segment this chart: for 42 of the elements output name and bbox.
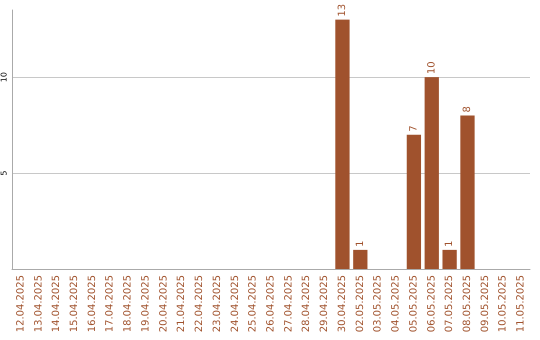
x-tick-label: 21.04.2025 <box>176 275 188 332</box>
x-tick-label: 15.04.2025 <box>69 275 80 332</box>
x-tick-label: 06.05.2025 <box>426 275 438 332</box>
x-tick-label: 23.04.2025 <box>212 275 223 332</box>
x-tick-label: 07.05.2025 <box>444 275 456 332</box>
x-tick-label: 09.05.2025 <box>480 275 491 332</box>
x-tick-label: 25.04.2025 <box>248 275 259 332</box>
x-tick-label: 24.04.2025 <box>230 275 241 332</box>
x-tick-label: 18.04.2025 <box>122 275 134 332</box>
x-tick-label: 05.05.2025 <box>408 275 420 332</box>
x-tick-label: 10.05.2025 <box>498 275 509 332</box>
x-tick-label: 16.04.2025 <box>86 275 98 332</box>
x-tick-label: 11.05.2025 <box>516 275 527 332</box>
bar <box>335 20 350 269</box>
x-tick-label: 04.05.2025 <box>390 275 402 332</box>
x-tick-label: 27.04.2025 <box>283 275 294 332</box>
x-tick-label: 14.04.2025 <box>51 275 62 332</box>
data-label: 10 <box>426 61 438 74</box>
data-label: 7 <box>408 125 420 132</box>
x-tick-label: 08.05.2025 <box>462 275 473 332</box>
x-tick-label: 17.04.2025 <box>104 275 116 332</box>
bar <box>460 116 475 269</box>
bar <box>442 250 457 269</box>
x-tick-label: 02.05.2025 <box>354 275 366 332</box>
bar <box>353 250 368 269</box>
x-tick-label: 03.05.2025 <box>372 275 384 332</box>
x-tick-label: 12.04.2025 <box>15 275 26 332</box>
bar <box>406 134 422 269</box>
x-tick-label: 30.04.2025 <box>336 275 348 332</box>
y-tick-label: 5 <box>0 170 8 176</box>
x-tick-label: 22.04.2025 <box>194 275 206 332</box>
x-tick-label: 13.04.2025 <box>33 275 44 332</box>
x-tick-label: 28.04.2025 <box>301 275 312 332</box>
x-tick-label: 29.04.2025 <box>319 275 330 332</box>
bar <box>424 77 439 269</box>
data-label: 8 <box>462 106 473 113</box>
data-label: 13 <box>336 4 348 17</box>
x-tick-label: 26.04.2025 <box>266 275 276 332</box>
data-label: 1 <box>354 240 366 247</box>
x-tick-label: 19.04.2025 <box>140 275 152 332</box>
data-label: 1 <box>444 240 456 247</box>
x-tick-label: 20.04.2025 <box>158 275 170 332</box>
